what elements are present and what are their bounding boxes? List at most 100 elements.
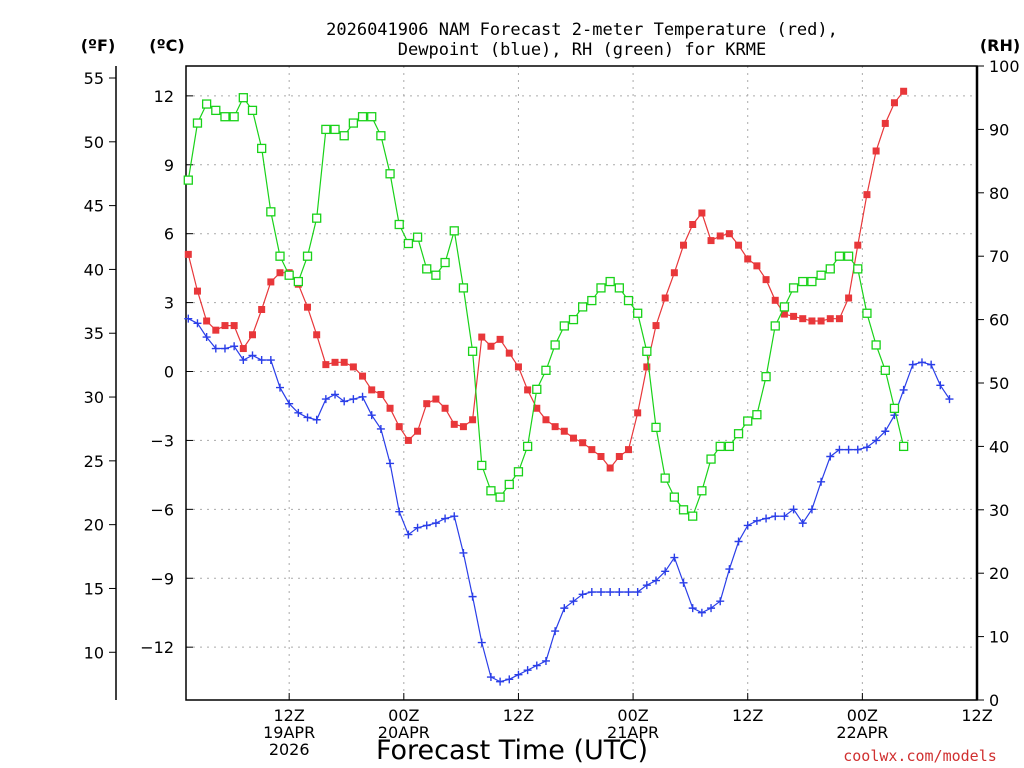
rh-point bbox=[467, 346, 478, 356]
dewpoint-point bbox=[835, 445, 844, 454]
dewpoint-point bbox=[331, 390, 340, 399]
dewpoint-point bbox=[413, 523, 422, 532]
rh-point bbox=[761, 372, 771, 382]
dewpoint-point bbox=[798, 519, 807, 528]
fahrenheit-tick-label: 55 bbox=[84, 69, 104, 88]
fahrenheit-tick-label: 30 bbox=[84, 388, 104, 407]
temperature-point bbox=[872, 147, 880, 155]
rh-point bbox=[697, 486, 707, 496]
rh-point bbox=[192, 118, 203, 128]
dewpoint-point bbox=[312, 415, 321, 424]
dewpoint-point bbox=[725, 565, 734, 574]
temperature-point bbox=[193, 287, 201, 295]
fahrenheit-tick-label: 15 bbox=[84, 579, 104, 598]
temperature-point bbox=[753, 262, 761, 270]
rh-point bbox=[201, 99, 212, 109]
rh-point bbox=[312, 213, 322, 223]
temperature-point bbox=[203, 317, 211, 325]
dewpoint-point bbox=[633, 588, 642, 597]
temperature-point bbox=[230, 322, 238, 330]
temperature-point bbox=[881, 119, 889, 127]
rh-point bbox=[266, 207, 276, 217]
rh-point bbox=[862, 308, 872, 318]
rh-point bbox=[798, 276, 808, 287]
rh-point bbox=[211, 105, 221, 116]
rh-point bbox=[843, 251, 854, 261]
rh-point bbox=[302, 251, 313, 261]
rh-point bbox=[440, 257, 450, 268]
rh-tick-label: 40 bbox=[989, 437, 1009, 456]
temperature-point bbox=[707, 237, 715, 245]
celsius-unit-label: (ºC) bbox=[149, 36, 184, 55]
rh-point bbox=[651, 422, 661, 433]
dewpoint-point bbox=[248, 351, 257, 360]
dewpoint-point bbox=[661, 567, 670, 576]
rh-point bbox=[449, 226, 459, 236]
x-tick-label: 21APR bbox=[607, 723, 659, 742]
fahrenheit-tick-label: 10 bbox=[84, 643, 104, 662]
rh-point bbox=[577, 302, 588, 312]
dewpoint-point bbox=[615, 588, 624, 597]
rh-point bbox=[513, 467, 524, 477]
rh-point bbox=[293, 276, 303, 287]
rh-point bbox=[669, 492, 680, 502]
temperature-point bbox=[377, 390, 385, 398]
dewpoint-point bbox=[881, 427, 890, 436]
rh-point bbox=[532, 384, 542, 394]
temperature-point bbox=[239, 345, 247, 353]
temperature-point bbox=[735, 241, 743, 249]
dewpoint-point bbox=[404, 530, 413, 539]
credit-link[interactable]: coolwx.com/models bbox=[843, 747, 997, 765]
temperature-point bbox=[625, 446, 633, 454]
temperature-point bbox=[680, 241, 688, 249]
dewpoint-point bbox=[505, 675, 514, 684]
rh-point bbox=[376, 131, 386, 141]
temperature-point bbox=[184, 250, 192, 258]
dewpoint-point bbox=[899, 385, 908, 394]
dewpoint-point bbox=[376, 424, 385, 433]
dewpoint-point bbox=[294, 408, 303, 417]
dewpoint-point bbox=[285, 399, 294, 408]
rh-point bbox=[568, 314, 579, 325]
temperature-point bbox=[588, 446, 596, 454]
dewpoint-point bbox=[477, 638, 486, 647]
temperature-point bbox=[524, 386, 532, 394]
dewpoint-point bbox=[239, 356, 248, 365]
temperature-point bbox=[762, 276, 770, 284]
dewpoint-point bbox=[514, 670, 523, 679]
temperature-point bbox=[368, 386, 376, 394]
rh-point bbox=[853, 264, 863, 274]
rh-point bbox=[688, 511, 698, 521]
dewpoint-point bbox=[908, 360, 917, 369]
dewpoint-point bbox=[303, 413, 312, 422]
temperature-point bbox=[615, 453, 623, 461]
rh-point bbox=[834, 251, 845, 261]
dewpoint-point bbox=[560, 604, 569, 613]
dewpoint-point bbox=[496, 677, 505, 686]
x-tick-label: 12Z bbox=[274, 706, 305, 725]
dewpoint-point bbox=[807, 505, 816, 514]
temperature-point bbox=[248, 331, 256, 339]
dewpoint-point bbox=[606, 588, 615, 597]
dewpoint-point bbox=[927, 360, 936, 369]
rh-unit-label: (RH) bbox=[980, 36, 1020, 55]
dewpoint-point bbox=[486, 673, 495, 682]
temperature-point bbox=[533, 404, 541, 412]
fahrenheit-tick-label: 35 bbox=[84, 324, 104, 343]
dewpoint-point bbox=[789, 505, 798, 514]
series-layer bbox=[183, 87, 954, 686]
temperature-point bbox=[404, 436, 412, 444]
temperature-point bbox=[276, 269, 284, 277]
rh-point bbox=[275, 251, 285, 261]
rh-point bbox=[559, 321, 569, 331]
rh-point bbox=[614, 283, 624, 293]
dewpoint-point bbox=[193, 319, 202, 328]
dewpoint-point bbox=[688, 604, 697, 613]
rh-point bbox=[678, 505, 689, 515]
rh-point bbox=[339, 131, 349, 141]
rh-point bbox=[825, 264, 835, 274]
rh-point bbox=[752, 410, 762, 420]
temperature-point bbox=[854, 241, 862, 249]
